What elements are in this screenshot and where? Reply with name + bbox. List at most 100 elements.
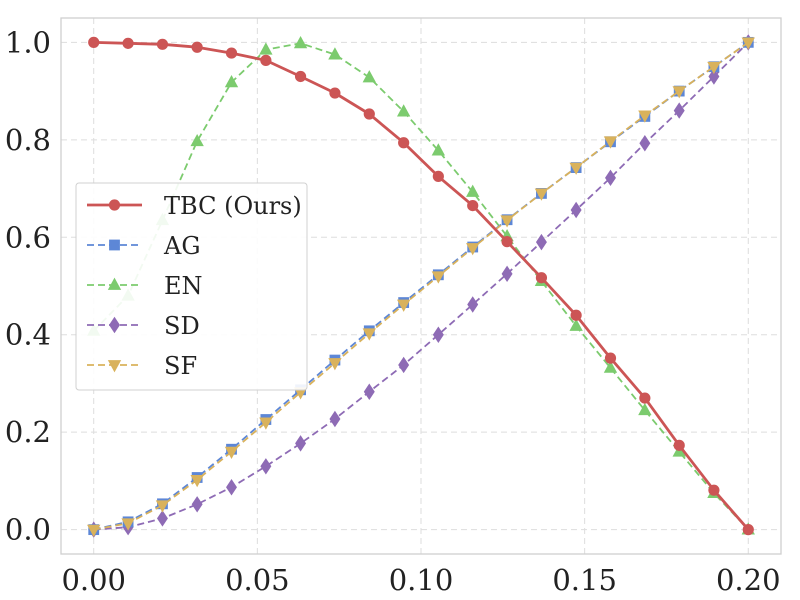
data-point-en <box>224 74 239 88</box>
legend-marker <box>109 316 120 334</box>
data-point-sd <box>535 233 547 251</box>
data-point-sd <box>260 458 272 475</box>
data-point-en <box>466 184 480 197</box>
data-point-tbc-ours <box>501 236 513 248</box>
data-point-sf <box>466 243 480 256</box>
data-point-sf <box>431 271 446 284</box>
series-tbc-ours <box>88 36 754 536</box>
data-point-en <box>190 133 204 147</box>
data-point-sd <box>708 68 720 85</box>
data-point-en <box>603 360 618 373</box>
legend-label: SD <box>164 312 200 340</box>
data-point-en <box>569 318 583 331</box>
legend-label: AG <box>163 232 201 260</box>
legend-marker <box>108 199 121 211</box>
data-point-sd <box>570 201 582 219</box>
data-point-sf <box>224 446 239 460</box>
data-point-tbc-ours <box>604 352 617 364</box>
data-point-tbc-ours <box>122 37 134 49</box>
x-tick-label: 0.10 <box>389 563 454 597</box>
data-point-sf <box>603 136 618 149</box>
plot-frame <box>60 17 782 555</box>
series-line-sd <box>93 41 749 531</box>
series-line-tbc-ours <box>93 41 750 531</box>
data-point-en <box>259 42 273 55</box>
data-point-sd <box>226 479 237 496</box>
data-point-sd <box>295 435 307 452</box>
data-point-tbc-ours <box>329 87 341 99</box>
data-point-tbc-ours <box>88 36 100 48</box>
data-point-tbc-ours <box>156 38 169 50</box>
data-point-sf <box>534 188 549 201</box>
data-point-tbc-ours <box>432 170 444 182</box>
data-point-en <box>431 143 446 156</box>
data-point-sf <box>569 162 583 175</box>
data-point-sf <box>259 417 273 430</box>
y-tick-label: 1.0 <box>5 25 51 59</box>
legend: TBC (Ours) AG EN SD SF <box>75 182 308 391</box>
data-point-sf <box>328 358 342 371</box>
data-point-tbc-ours <box>467 200 479 212</box>
data-point-tbc-ours <box>398 137 410 149</box>
data-point-sd <box>501 265 513 283</box>
data-point-sd <box>605 169 616 187</box>
data-point-sf <box>741 37 755 50</box>
tick-labels: 0.00 0.05 0.10 0.15 0.20 0.0 0.2 0.4 0.6 0.8 1.0 <box>5 25 781 597</box>
data-point-sd <box>191 496 203 513</box>
data-point-sd <box>398 356 410 374</box>
data-point-sd <box>156 510 168 527</box>
data-point-tbc-ours <box>363 108 375 120</box>
legend-marker <box>107 360 122 373</box>
data-point-sf <box>121 518 135 531</box>
y-tick-label: 0.2 <box>5 415 51 449</box>
legend-marker <box>109 239 120 251</box>
data-point-en <box>362 70 376 83</box>
data-point-tbc-ours <box>260 54 272 66</box>
data-point-sf <box>396 299 411 312</box>
y-tick-label: 0.8 <box>5 123 51 157</box>
data-point-tbc-ours <box>191 41 203 53</box>
series-sf <box>87 37 755 537</box>
data-point-sf <box>500 215 514 228</box>
y-tick-label: 0.0 <box>5 513 51 547</box>
x-tick-label: 0.00 <box>61 563 126 597</box>
legend-item-ag: AG <box>87 232 201 260</box>
data-point-sd <box>467 296 479 313</box>
data-point-sd <box>673 102 685 119</box>
legend-item-tbc-ours: TBC (Ours) <box>87 192 302 220</box>
y-tick-label: 0.6 <box>5 220 51 254</box>
data-point-en <box>328 47 342 60</box>
x-tick-label: 0.20 <box>716 563 781 597</box>
legend-label: SF <box>164 352 197 380</box>
data-point-tbc-ours <box>294 70 307 83</box>
data-point-sf <box>87 524 101 537</box>
data-point-sd <box>639 135 651 152</box>
data-point-tbc-ours <box>535 272 548 284</box>
data-point-tbc-ours <box>639 392 651 404</box>
legend-label: TBC (Ours) <box>164 192 302 220</box>
data-point-tbc-ours <box>742 524 754 536</box>
data-point-tbc-ours <box>225 47 238 59</box>
data-point-tbc-ours <box>708 484 720 496</box>
data-point-sf <box>362 328 376 341</box>
series-layer <box>87 34 755 538</box>
data-point-sf <box>672 86 686 99</box>
data-point-tbc-ours <box>570 309 582 321</box>
legend-item-sd: SD <box>87 312 200 340</box>
data-point-sd <box>329 410 341 428</box>
legend-item-sf: SF <box>87 352 197 380</box>
data-point-sf <box>190 475 204 488</box>
x-tick-label: 0.05 <box>225 563 290 597</box>
data-point-tbc-ours <box>673 439 685 451</box>
y-tick-label: 0.4 <box>5 318 51 352</box>
data-point-sf <box>155 500 170 513</box>
legend-marker <box>107 277 122 290</box>
data-point-sd <box>363 383 375 400</box>
data-point-en <box>638 402 652 416</box>
x-tick-label: 0.15 <box>552 563 617 597</box>
data-point-sf <box>638 110 652 123</box>
data-point-sf <box>707 61 721 75</box>
data-point-en <box>293 36 308 49</box>
data-point-sd <box>432 326 444 343</box>
